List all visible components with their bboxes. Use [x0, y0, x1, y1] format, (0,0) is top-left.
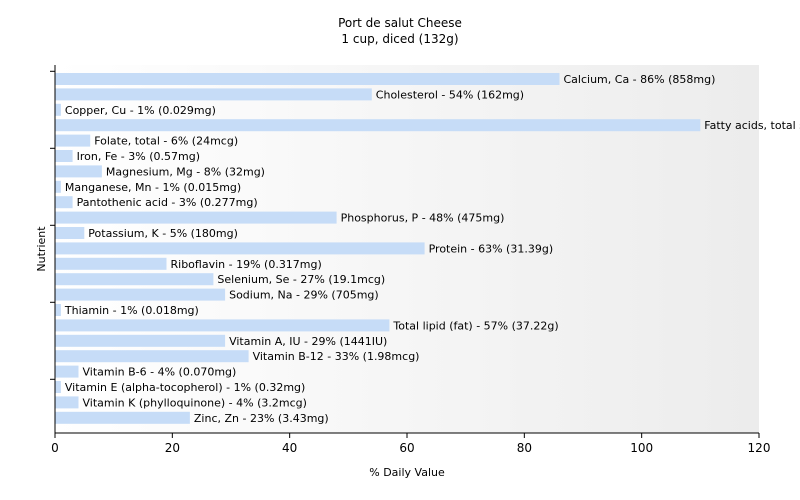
x-tick-label: 20	[165, 441, 180, 455]
bar-label: Sodium, Na - 29% (705mg)	[229, 289, 379, 302]
bar	[55, 304, 61, 316]
bar	[55, 396, 79, 409]
x-tick-label: 100	[630, 441, 653, 455]
bar	[55, 165, 102, 178]
bar-label: Manganese, Mn - 1% (0.015mg)	[65, 181, 241, 194]
bar-label: Iron, Fe - 3% (0.57mg)	[77, 150, 200, 163]
bar-label: Magnesium, Mg - 8% (32mg)	[106, 165, 265, 178]
bar-label: Thiamin - 1% (0.018mg)	[64, 304, 199, 317]
x-tick-label: 80	[517, 441, 532, 455]
bar	[55, 88, 372, 101]
bar	[55, 273, 214, 286]
bar-label: Protein - 63% (31.39g)	[429, 242, 554, 255]
x-tick-label: 0	[51, 441, 59, 455]
bar	[55, 196, 73, 209]
bar	[55, 350, 249, 363]
x-tick-label: 120	[748, 441, 771, 455]
bar	[55, 365, 79, 378]
bar	[55, 119, 701, 132]
bar	[55, 319, 390, 332]
bar-label: Calcium, Ca - 86% (858mg)	[564, 73, 716, 86]
bar	[55, 227, 85, 239]
bar	[55, 103, 61, 116]
bar-label: Vitamin B-12 - 33% (1.98mcg)	[253, 350, 420, 363]
chart-title: Port de salut Cheese	[338, 16, 462, 30]
bar-label: Pantothenic acid - 3% (0.277mg)	[77, 196, 258, 209]
bar-label: Vitamin A, IU - 29% (1441IU)	[229, 335, 387, 348]
x-axis-title: % Daily Value	[369, 466, 445, 479]
bar	[55, 242, 425, 255]
bar-label: Selenium, Se - 27% (19.1mcg)	[217, 273, 385, 286]
y-axis-title: Nutrient	[35, 226, 48, 272]
x-tick-label: 40	[282, 441, 297, 455]
bar-label: Cholesterol - 54% (162mg)	[376, 88, 524, 101]
bar-label: Vitamin K (phylloquinone) - 4% (3.2mcg)	[83, 396, 307, 409]
bar	[55, 411, 190, 424]
bar	[55, 334, 226, 347]
chart-subtitle: 1 cup, diced (132g)	[341, 32, 459, 46]
bar	[55, 288, 226, 301]
x-tick-label: 60	[399, 441, 414, 455]
bar	[55, 211, 337, 224]
bar	[55, 134, 91, 147]
bar-label: Riboflavin - 19% (0.317mg)	[171, 258, 322, 271]
bar	[55, 180, 61, 193]
bar	[55, 381, 61, 393]
bar-label: Vitamin E (alpha-tocopherol) - 1% (0.32m…	[65, 381, 305, 394]
bar-label: Fatty acids, total saturated - 110% (22.…	[704, 119, 800, 132]
bar-label: Zinc, Zn - 23% (3.43mg)	[194, 412, 329, 425]
bar-label: Phosphorus, P - 48% (475mg)	[341, 212, 505, 225]
bar-label: Vitamin B-6 - 4% (0.070mg)	[83, 366, 237, 379]
bar-label: Potassium, K - 5% (180mg)	[88, 227, 238, 240]
bar-label: Copper, Cu - 1% (0.029mg)	[65, 104, 216, 117]
bar	[55, 150, 73, 162]
bar	[55, 257, 167, 270]
bar-label: Total lipid (fat) - 57% (37.22g)	[392, 319, 558, 332]
bar	[55, 73, 560, 85]
bar-label: Folate, total - 6% (24mcg)	[94, 135, 238, 148]
